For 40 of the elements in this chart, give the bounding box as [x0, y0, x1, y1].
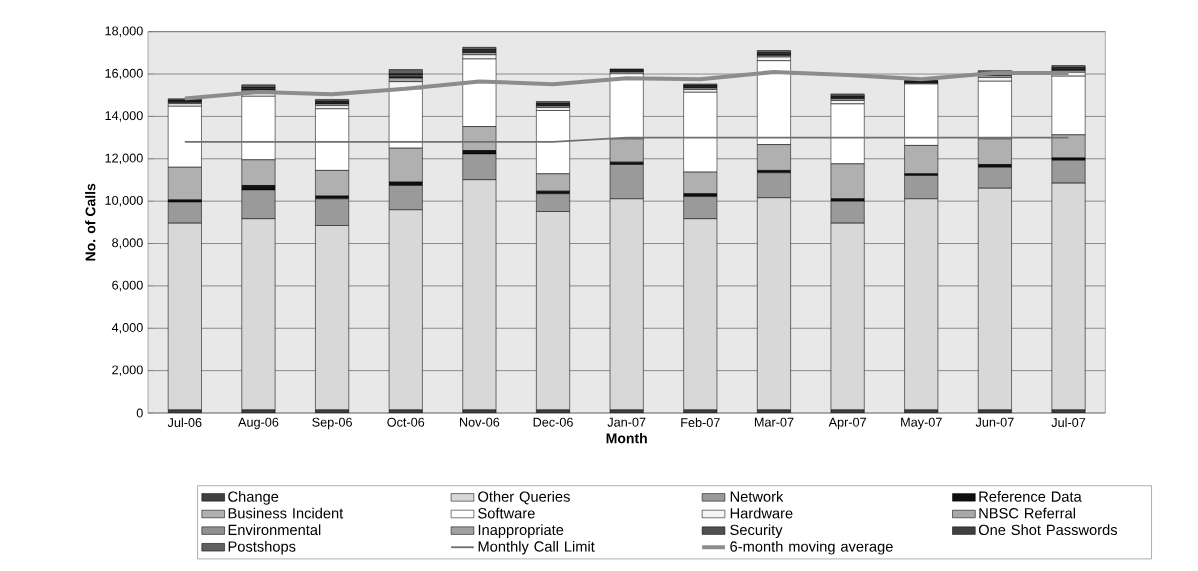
legend-label: Change	[228, 491, 279, 505]
x-axis-title: Month	[606, 433, 647, 444]
x-tick-label: Nov-06	[460, 417, 500, 427]
legend-label: Business Incident	[228, 507, 344, 519]
y-tick-label: 6,000	[112, 280, 143, 292]
x-tick-label: Aug-06	[238, 417, 279, 430]
legend-label: Other Queries	[478, 491, 570, 505]
x-tick-label: Jul-07	[1051, 417, 1086, 428]
x-tick-label: Apr-07	[828, 417, 866, 430]
y-tick-label: 4,000	[111, 323, 143, 334]
legend-label: NBSC Referral	[979, 507, 1075, 519]
legend-label: One Shot Passwords	[978, 524, 1118, 536]
legend-label: Postshops	[228, 540, 296, 555]
y-tick-label: 14,000	[105, 111, 143, 122]
x-tick-label: May-07	[901, 417, 942, 430]
x-tick-label: Jan-07	[607, 417, 646, 427]
y-tick-label: 2,000	[112, 365, 143, 376]
y-tick-label: 18,000	[105, 26, 143, 37]
legend-label: Software	[478, 507, 535, 519]
legend-label: Environmental	[228, 524, 321, 536]
y-axis-title: No. of Calls	[85, 183, 96, 261]
legend-label: Reference Data	[979, 491, 1082, 502]
y-tick-label: 10,000	[105, 195, 143, 207]
x-tick-label: Jun-07	[975, 417, 1014, 427]
y-tick-label: 8,000	[112, 238, 143, 249]
y-tick-label: 0	[136, 408, 143, 418]
legend-label: Inappropriate	[478, 524, 564, 538]
x-tick-label: Mar-07	[754, 417, 794, 427]
x-tick-label: Sep-06	[312, 417, 352, 430]
x-tick-label: Dec-06	[533, 417, 573, 427]
legend-label: Network	[730, 491, 784, 502]
x-tick-label: Feb-07	[681, 417, 720, 428]
legend-label: Security	[730, 524, 783, 538]
y-tick-label: 16,000	[105, 68, 143, 80]
legend-label: 6-month moving average	[730, 540, 893, 555]
x-tick-label: Jul-06	[167, 417, 202, 428]
legend-label: Monthly Call Limit	[478, 540, 595, 555]
x-tick-label: Oct-06	[387, 417, 425, 427]
legend-label: Hardware	[730, 507, 793, 519]
y-tick-label: 12,000	[105, 153, 143, 165]
